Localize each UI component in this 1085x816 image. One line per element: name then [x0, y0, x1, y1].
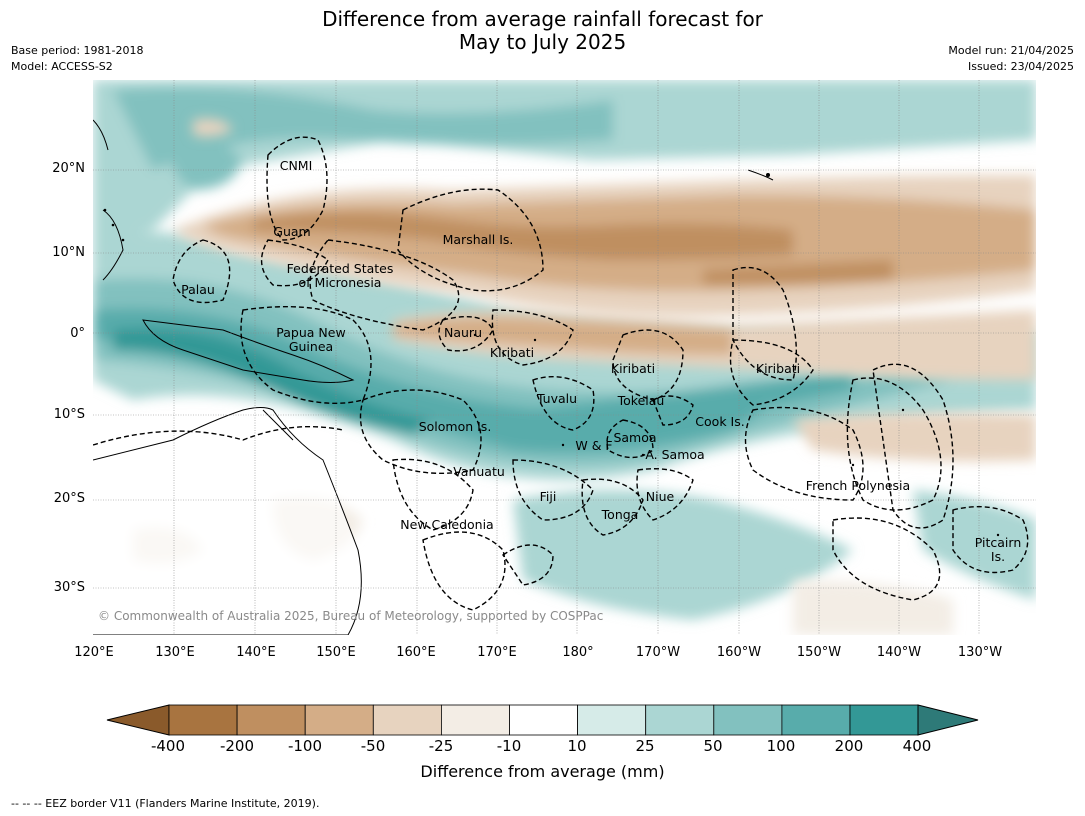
base-period: Base period: 1981-2018 — [11, 44, 144, 57]
label-papua-new-guinea: Papua New Guinea — [276, 326, 345, 354]
rainfall-map — [93, 80, 1036, 635]
label-fsm-line-2: of Micronesia — [298, 275, 382, 290]
label-samoa: Samoa — [613, 430, 657, 445]
y-tick-30s: 30°S — [53, 580, 85, 595]
cb-label-minus400: -400 — [150, 737, 186, 755]
meta-right: Model run: 21/04/2025 Issued: 23/04/2025 — [948, 43, 1074, 75]
model-name: Model: ACCESS-S2 — [11, 60, 113, 73]
title-line-2: May to July 2025 — [458, 30, 627, 54]
label-cnmi: CNMI — [279, 158, 313, 173]
label-tonga: Tonga — [601, 507, 639, 522]
x-tick-140e: 140°E — [236, 645, 276, 660]
label-niue: Niue — [645, 489, 675, 504]
y-tick-20s: 20°S — [53, 491, 85, 506]
x-tick-180: 180° — [562, 645, 594, 660]
y-tick-10s: 10°S — [53, 407, 85, 422]
colorbar-segment — [645, 704, 715, 736]
x-tick-170w: 170°W — [635, 645, 681, 660]
label-pitcairn: Pitcairn Is. — [975, 536, 1021, 564]
colorbar-title: Difference from average (mm) — [420, 762, 665, 781]
label-cook-islands: Cook Is. — [695, 414, 745, 429]
eez-legend-note: -- -- -- EEZ border V11 (Flanders Marine… — [11, 797, 320, 810]
label-guam: Guam — [273, 224, 311, 239]
label-fsm: Federated States of Micronesia — [287, 262, 394, 290]
cb-label-minus25: -25 — [428, 737, 454, 755]
cb-label-minus100: -100 — [287, 737, 323, 755]
model-run: Model run: 21/04/2025 — [948, 44, 1074, 57]
colorbar-segment — [236, 704, 306, 736]
cb-label-10: 10 — [567, 737, 587, 755]
label-fiji: Fiji — [539, 489, 557, 504]
colorbar-extend-high — [917, 704, 979, 736]
label-pitcairn-line-2: Is. — [990, 549, 1006, 564]
colorbar-segment — [509, 704, 578, 736]
coastlines — [93, 119, 774, 635]
issued-date: Issued: 23/04/2025 — [967, 60, 1074, 73]
label-american-samoa: A. Samoa — [645, 447, 705, 462]
colorbar — [106, 704, 979, 736]
label-marshall-islands: Marshall Is. — [442, 232, 514, 247]
x-tick-160e: 160°E — [396, 645, 436, 660]
colorbar-segment — [713, 704, 783, 736]
x-tick-160w: 160°W — [716, 645, 762, 660]
label-kiribati-central: Kiribati — [610, 361, 656, 376]
y-tick-10n: 10°N — [52, 245, 85, 260]
x-tick-130e: 130°E — [155, 645, 195, 660]
x-tick-150w: 150°W — [796, 645, 842, 660]
label-palau: Palau — [181, 282, 215, 297]
cb-label-25: 25 — [635, 737, 655, 755]
cb-label-100: 100 — [766, 737, 796, 755]
label-tuvalu: Tuvalu — [536, 391, 578, 406]
label-tokelau: Tokelau — [617, 393, 665, 408]
colorbar-segment — [849, 704, 919, 736]
colorbar-segment — [168, 704, 238, 736]
label-kiribati-east: Kiribati — [755, 361, 801, 376]
chart-title: Difference from average rainfall forecas… — [0, 8, 1085, 54]
colorbar-segment — [781, 704, 851, 736]
label-solomon-islands: Solomon Is. — [418, 419, 492, 434]
meta-left: Base period: 1981-2018 Model: ACCESS-S2 — [11, 43, 143, 75]
copyright-note: © Commonwealth of Australia 2025, Bureau… — [98, 609, 604, 623]
cb-label-minus50: -50 — [360, 737, 386, 755]
colorbar-extend-low — [106, 704, 170, 736]
title-line-1: Difference from average rainfall forecas… — [322, 7, 763, 31]
cb-label-minus10: -10 — [496, 737, 522, 755]
y-tick-0: 0° — [70, 326, 85, 341]
graticule — [93, 80, 1036, 635]
x-tick-120e: 120°E — [74, 645, 114, 660]
label-nauru: Nauru — [444, 325, 482, 340]
label-png-line-2: Guinea — [288, 339, 334, 354]
cb-label-200: 200 — [834, 737, 864, 755]
colorbar-segment — [577, 704, 647, 736]
label-png-line-1: Papua New — [276, 325, 346, 340]
islands — [103, 173, 1000, 537]
x-tick-130w: 130°W — [957, 645, 1003, 660]
label-vanuatu: Vanuatu — [453, 464, 505, 479]
label-wallis-futuna: W & F — [575, 438, 613, 453]
cb-label-400: 400 — [902, 737, 932, 755]
x-tick-170e: 170°E — [477, 645, 517, 660]
label-fsm-line-1: Federated States — [286, 261, 394, 276]
label-new-caledonia: New Caledonia — [400, 517, 494, 532]
cb-label-50: 50 — [703, 737, 723, 755]
eez-borders — [93, 136, 1029, 611]
colorbar-segment — [440, 704, 510, 736]
x-tick-150e: 150°E — [316, 645, 356, 660]
x-tick-140w: 140°W — [876, 645, 922, 660]
label-french-polynesia: French Polynesia — [805, 478, 911, 493]
cb-label-minus200: -200 — [219, 737, 255, 755]
colorbar-segment — [372, 704, 442, 736]
label-kiribati-west: Kiribati — [489, 345, 535, 360]
label-pitcairn-line-1: Pitcairn — [974, 535, 1022, 550]
colorbar-segment — [304, 704, 374, 736]
y-tick-20n: 20°N — [52, 161, 85, 176]
